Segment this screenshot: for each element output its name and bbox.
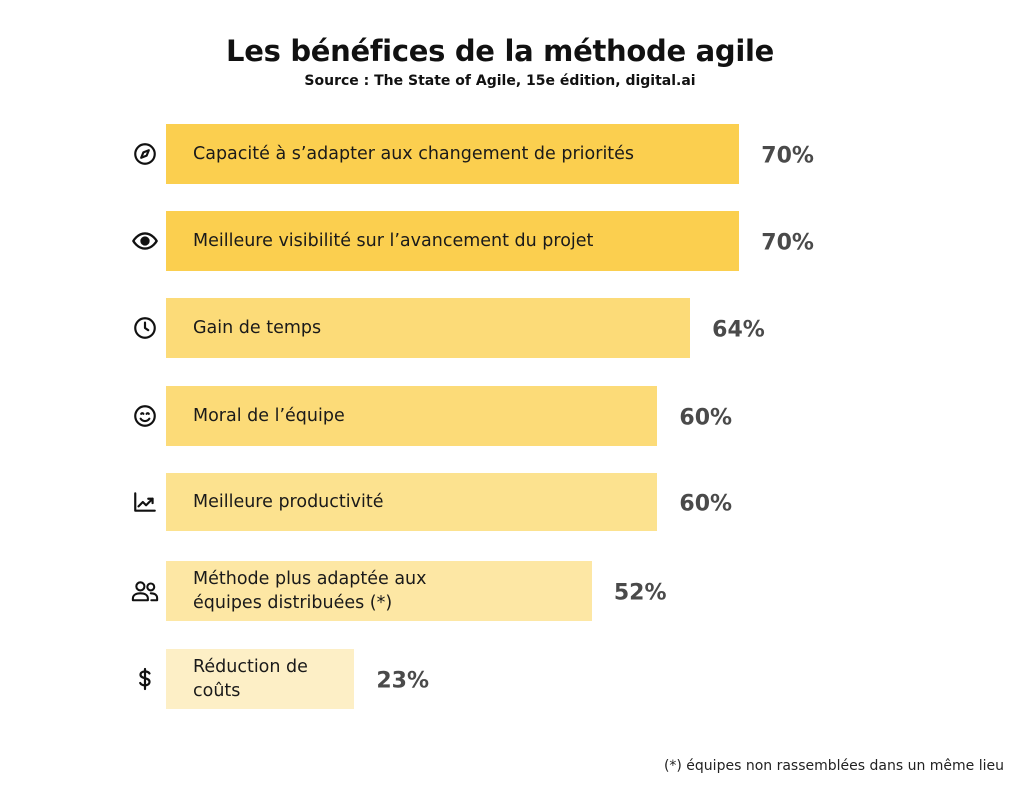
bar-label: Réduction de coûts bbox=[193, 657, 308, 701]
bar: Meilleure productivité bbox=[166, 473, 658, 531]
bar: Meilleure visibilité sur l’avancement du… bbox=[166, 211, 740, 271]
bar: Moral de l’équipe bbox=[166, 386, 658, 446]
value-label: 60% bbox=[679, 491, 733, 517]
smile-icon bbox=[130, 401, 160, 431]
bar: Réduction de coûts bbox=[166, 649, 355, 709]
bar: Capacité à s’adapter aux changement de p… bbox=[166, 124, 740, 184]
value-label: 70% bbox=[761, 230, 814, 256]
chart-subtitle: Source : The State of Agile, 15e édition… bbox=[304, 73, 696, 89]
bar-label: Capacité à s’adapter aux changement de p… bbox=[193, 144, 635, 164]
bar-label: Meilleure productivité bbox=[193, 492, 384, 512]
dollar-icon bbox=[130, 664, 160, 694]
bar-label: Meilleure visibilité sur l’avancement du… bbox=[193, 231, 594, 251]
value-label: 64% bbox=[712, 317, 765, 343]
trend-up-icon bbox=[130, 487, 160, 517]
value-label: 52% bbox=[613, 580, 667, 606]
value-label: 60% bbox=[679, 405, 733, 431]
bar-label: Méthode plus adaptée aux équipes distrib… bbox=[193, 569, 427, 613]
value-label: 70% bbox=[761, 143, 814, 169]
chart-title: Les bénéfices de la méthode agile bbox=[226, 34, 774, 68]
users-icon bbox=[130, 576, 160, 606]
footnote: (*) équipes non rassemblées dans un même… bbox=[663, 758, 1004, 774]
bar: Méthode plus adaptée aux équipes distrib… bbox=[166, 561, 592, 621]
compass-icon bbox=[130, 139, 160, 169]
clock-icon bbox=[130, 313, 160, 343]
bar-label: Gain de temps bbox=[193, 318, 322, 338]
bar-label: Moral de l’équipe bbox=[193, 406, 345, 426]
value-label: 23% bbox=[376, 668, 430, 694]
bar: Gain de temps bbox=[166, 298, 691, 358]
eye-icon bbox=[130, 226, 160, 256]
